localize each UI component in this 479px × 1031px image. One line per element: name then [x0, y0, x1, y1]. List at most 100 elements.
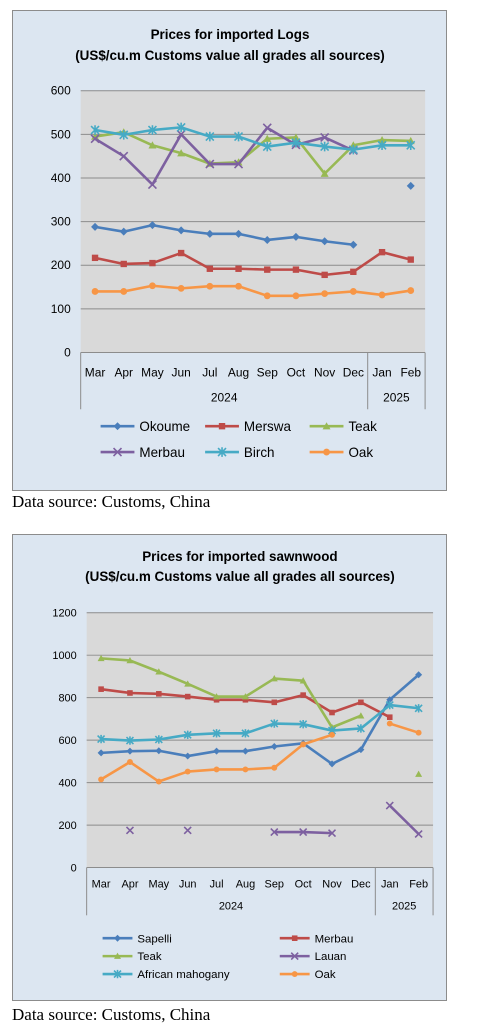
data-point [264, 266, 271, 273]
data-point [235, 282, 242, 290]
data-point [386, 714, 393, 720]
series-birch [90, 122, 416, 155]
legend-item: Sapelli [102, 933, 172, 945]
data-point [241, 729, 250, 738]
x-tick-label: Jan [372, 365, 391, 379]
series-line [94, 130, 411, 175]
data-point [414, 829, 423, 839]
legend-swatch-marker [291, 971, 298, 978]
y-tick-label: 600 [51, 84, 71, 98]
data-point [270, 828, 279, 837]
data-point [184, 752, 192, 760]
data-point [385, 801, 394, 810]
chart-title: Prices for imported Logs [151, 27, 310, 42]
data-point [358, 699, 364, 706]
data-point [154, 735, 163, 744]
data-point [262, 141, 272, 152]
data-point [349, 240, 358, 249]
data-point [149, 282, 156, 290]
legend-item: Lauan [279, 951, 346, 963]
legend-swatch-marker [290, 952, 299, 961]
data-point [291, 232, 300, 241]
data-point [213, 696, 220, 703]
data-source-caption-sawnwood: Data source: Customs, China [12, 1005, 211, 1024]
legend-swatch-marker [217, 447, 227, 457]
series-line [94, 223, 354, 247]
data-point [320, 237, 329, 246]
data-point [415, 770, 423, 777]
sawnwood-chart-panel: Prices for imported sawnwood (US$/cu.m Cu… [12, 534, 447, 1001]
data-point [177, 149, 186, 157]
data-point [241, 747, 249, 755]
data-point [291, 133, 300, 141]
data-point [320, 169, 329, 177]
data-point [300, 741, 307, 748]
series-line [94, 250, 412, 277]
data-point [156, 691, 162, 697]
x-tick-label: Jun [179, 878, 197, 890]
data-point [327, 829, 337, 838]
x-tick-label: May [141, 365, 164, 379]
series-line [388, 804, 420, 835]
series-line [94, 126, 411, 151]
data-point [299, 677, 307, 684]
data-point [242, 766, 249, 773]
x-tick-label: Jul [210, 878, 224, 890]
year-group-label: 2024 [211, 390, 238, 404]
legend-swatch-marker [291, 935, 298, 941]
data-point [233, 131, 244, 142]
data-point [378, 291, 386, 299]
data-point [120, 288, 128, 295]
y-tick-label: 200 [58, 820, 76, 832]
data-point [90, 125, 100, 135]
data-point [235, 265, 242, 272]
series-sapelli [97, 671, 423, 768]
legend-label: Okoume [139, 419, 190, 434]
legend-label: Teak [137, 951, 161, 963]
legend-item: Merbau [279, 933, 353, 945]
data-point [205, 159, 215, 169]
series-line [95, 284, 411, 298]
legend-swatch-marker [322, 422, 331, 430]
chart-subtitle: (US$/cu.m Customs value all grades all s… [85, 569, 395, 584]
series-african-mahogany [97, 700, 423, 745]
data-point [356, 724, 365, 733]
legend-label: Sapelli [137, 933, 171, 945]
logs-chart: Prices for imported Logs (US$/cu.m Custom… [51, 27, 426, 460]
legend-item: Teak [102, 951, 162, 963]
data-point [120, 260, 127, 268]
legend-swatch-marker [112, 447, 123, 457]
data-point [127, 690, 133, 696]
y-tick-label: 1000 [52, 650, 76, 662]
y-tick-label: 600 [58, 735, 76, 747]
data-point [155, 668, 163, 675]
x-tick-label: Mar [92, 878, 111, 890]
data-point [270, 719, 279, 728]
legend-swatch-marker [323, 448, 330, 456]
y-tick-label: 300 [51, 215, 71, 229]
data-point [407, 256, 414, 263]
series-oak [98, 720, 422, 785]
data-point [271, 699, 278, 706]
data-point [321, 290, 329, 298]
data-point [357, 712, 365, 719]
data-point [377, 140, 387, 151]
data-point [184, 680, 192, 687]
y-tick-label: 800 [58, 693, 76, 705]
data-point [328, 760, 336, 768]
data-source-caption-logs: Data source: Customs, China [12, 492, 211, 511]
data-point [320, 141, 330, 152]
data-point [184, 693, 191, 700]
legend-swatch-marker [114, 934, 122, 942]
x-tick-label: Oct [287, 365, 306, 379]
chart-title: Prices for imported sawnwood [142, 549, 337, 564]
data-point [241, 693, 249, 700]
data-point [148, 141, 157, 149]
legend-swatch-marker [113, 969, 122, 979]
data-point [213, 766, 220, 773]
data-point [349, 288, 357, 295]
legend-item: Okoume [100, 419, 190, 434]
data-point [299, 720, 308, 729]
legend-label: Merbau [139, 445, 185, 460]
data-point [385, 700, 394, 710]
